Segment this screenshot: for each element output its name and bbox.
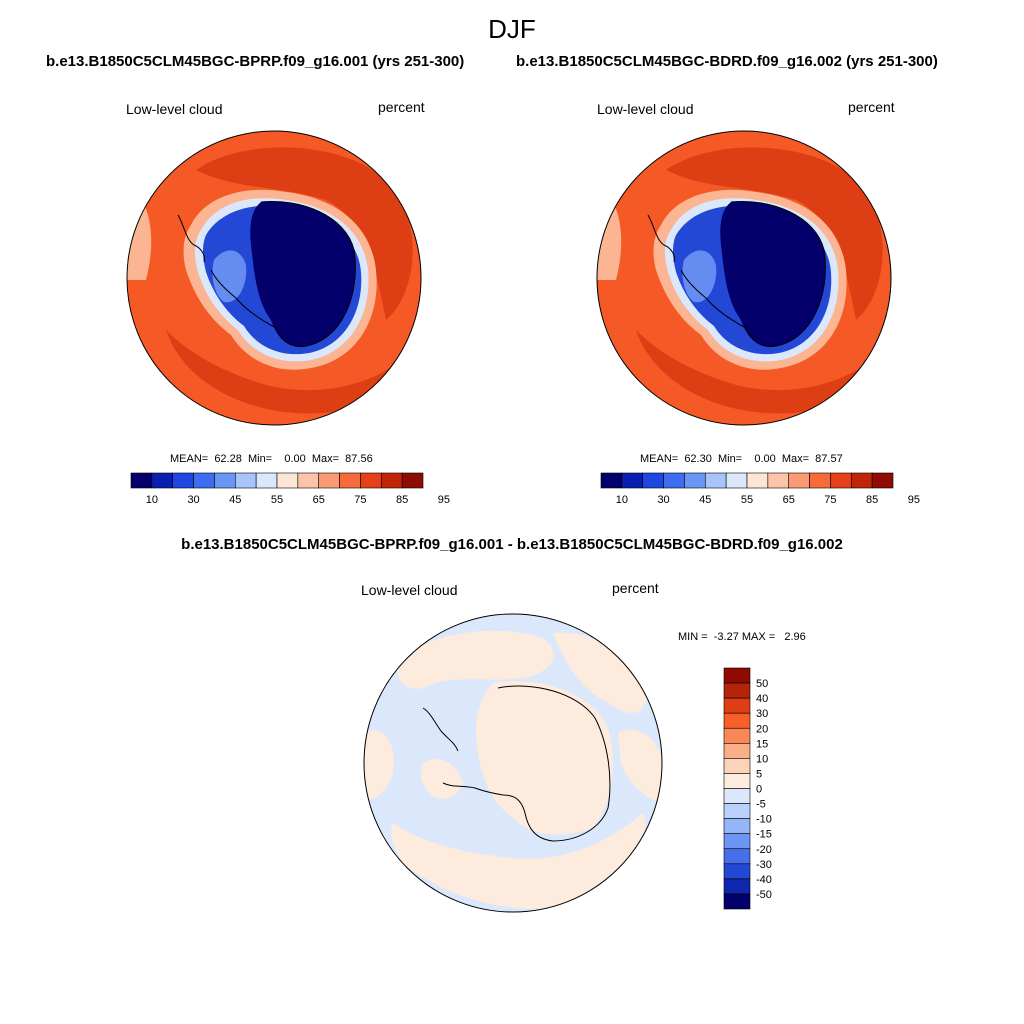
colorbar-swatch bbox=[723, 682, 751, 699]
colorbar-tick-label: -15 bbox=[756, 829, 772, 841]
difference-title: b.e13.B1850C5CLM45BGC-BPRP.f09_g16.001 -… bbox=[181, 536, 843, 553]
colorbar-tick-label: 55 bbox=[271, 494, 283, 506]
colorbar-swatch bbox=[723, 803, 751, 819]
colorbar-swatch bbox=[401, 472, 424, 489]
colorbar-tick-label: 95 bbox=[908, 494, 920, 506]
colorbar-swatch bbox=[723, 878, 751, 895]
colorbar-tick-label: -10 bbox=[756, 814, 772, 826]
colorbar-tick-label: 30 bbox=[657, 494, 669, 506]
colorbar-tick-label: 10 bbox=[756, 753, 768, 765]
figure-title: DJF bbox=[488, 14, 536, 44]
colorbar-tick-label: 10 bbox=[146, 494, 158, 506]
colorbar-tick-label: -40 bbox=[756, 874, 772, 886]
colorbar-tick-label: -30 bbox=[756, 859, 772, 871]
diff-stats: MIN = -3.27 MAX = 2.96 bbox=[678, 631, 806, 643]
colorbar-swatch bbox=[297, 472, 320, 489]
colorbar-swatch bbox=[255, 472, 278, 489]
colorbar-tick-label: 10 bbox=[616, 494, 628, 506]
colorbar-tick-label: 0 bbox=[756, 784, 762, 796]
colorbar-swatch bbox=[642, 472, 664, 489]
colorbar-tick-label: 85 bbox=[866, 494, 878, 506]
colorbar-swatch bbox=[723, 697, 751, 714]
colorbar-tick-label: 65 bbox=[313, 494, 325, 506]
colorbar-swatch bbox=[809, 472, 831, 489]
colorbar-tick-label: 65 bbox=[783, 494, 795, 506]
colorbar-swatch bbox=[723, 848, 751, 865]
colorbar-swatch bbox=[767, 472, 790, 489]
colorbar-swatch bbox=[723, 773, 751, 789]
panel1-stats: MEAN= 62.28 Min= 0.00 Max= 87.56 bbox=[170, 453, 373, 465]
panel1-polar-map bbox=[126, 130, 422, 426]
case2-title: b.e13.B1850C5CLM45BGC-BDRD.f09_g16.002 (… bbox=[516, 53, 938, 70]
colorbar-swatch bbox=[723, 818, 751, 834]
colorbar-swatch bbox=[723, 743, 751, 759]
colorbar-swatch bbox=[871, 472, 894, 489]
colorbar-tick-label: 20 bbox=[756, 723, 768, 735]
colorbar-swatch bbox=[850, 472, 873, 489]
panel1-colorbar: 10 30 45 55 65 75 85 95 bbox=[130, 472, 450, 506]
colorbar-tick-label: 5 bbox=[756, 768, 762, 780]
colorbar-swatch bbox=[193, 472, 215, 489]
colorbar-swatch bbox=[723, 788, 751, 804]
colorbar-swatch bbox=[788, 472, 810, 489]
colorbar-swatch bbox=[600, 472, 623, 489]
diff-units-label: percent bbox=[612, 580, 659, 596]
colorbar-swatch bbox=[276, 472, 299, 489]
panel1-units-label: percent bbox=[378, 99, 425, 115]
colorbar-tick-label: 45 bbox=[229, 494, 241, 506]
colorbar-swatch bbox=[723, 667, 751, 684]
colorbar-swatch bbox=[723, 758, 751, 774]
panel2-colorbar: 10 30 45 55 65 75 85 95 bbox=[600, 472, 920, 506]
panel2-units-label: percent bbox=[848, 99, 895, 115]
colorbar-swatch bbox=[318, 472, 340, 489]
colorbar-swatch bbox=[684, 472, 706, 489]
colorbar-swatch bbox=[130, 472, 153, 489]
panel2-variable-label: Low-level cloud bbox=[597, 101, 694, 117]
colorbar-swatch bbox=[172, 472, 194, 489]
colorbar-tick-label: 75 bbox=[824, 494, 836, 506]
colorbar-swatch bbox=[830, 472, 852, 489]
colorbar-swatch bbox=[723, 727, 751, 744]
colorbar-tick-label: 45 bbox=[699, 494, 711, 506]
colorbar-swatch bbox=[725, 472, 748, 489]
colorbar-tick-label: 75 bbox=[354, 494, 366, 506]
colorbar-swatch bbox=[621, 472, 644, 489]
colorbar-swatch bbox=[723, 893, 751, 910]
colorbar-swatch bbox=[704, 472, 727, 489]
colorbar-swatch bbox=[234, 472, 257, 489]
difference-polar-map bbox=[363, 613, 663, 913]
colorbar-swatch bbox=[214, 472, 236, 489]
diff-variable-label: Low-level cloud bbox=[361, 582, 458, 598]
colorbar-tick-label: 85 bbox=[396, 494, 408, 506]
colorbar-swatch bbox=[339, 472, 361, 489]
colorbar-tick-label: 55 bbox=[741, 494, 753, 506]
colorbar-tick-label: 30 bbox=[187, 494, 199, 506]
colorbar-swatch bbox=[746, 472, 769, 489]
colorbar-swatch bbox=[380, 472, 403, 489]
colorbar-swatch bbox=[723, 712, 751, 729]
colorbar-tick-label: -5 bbox=[756, 799, 766, 811]
colorbar-tick-label: 15 bbox=[756, 738, 768, 750]
colorbar-tick-label: 50 bbox=[756, 678, 768, 690]
colorbar-swatch bbox=[723, 863, 751, 880]
panel1-variable-label: Low-level cloud bbox=[126, 101, 223, 117]
case1-title: b.e13.B1850C5CLM45BGC-BPRP.f09_g16.001 (… bbox=[46, 53, 465, 70]
colorbar-tick-label: 30 bbox=[756, 708, 768, 720]
colorbar-swatch bbox=[723, 833, 751, 850]
colorbar-tick-label: 95 bbox=[438, 494, 450, 506]
colorbar-swatch bbox=[663, 472, 685, 489]
panel2-stats: MEAN= 62.30 Min= 0.00 Max= 87.57 bbox=[640, 453, 843, 465]
colorbar-swatch bbox=[151, 472, 174, 489]
colorbar-swatch bbox=[360, 472, 382, 489]
panel2-polar-map bbox=[596, 130, 892, 426]
colorbar-tick-label: 40 bbox=[756, 693, 768, 705]
colorbar-tick-label: -20 bbox=[756, 844, 772, 856]
colorbar-tick-label: -50 bbox=[756, 889, 772, 901]
